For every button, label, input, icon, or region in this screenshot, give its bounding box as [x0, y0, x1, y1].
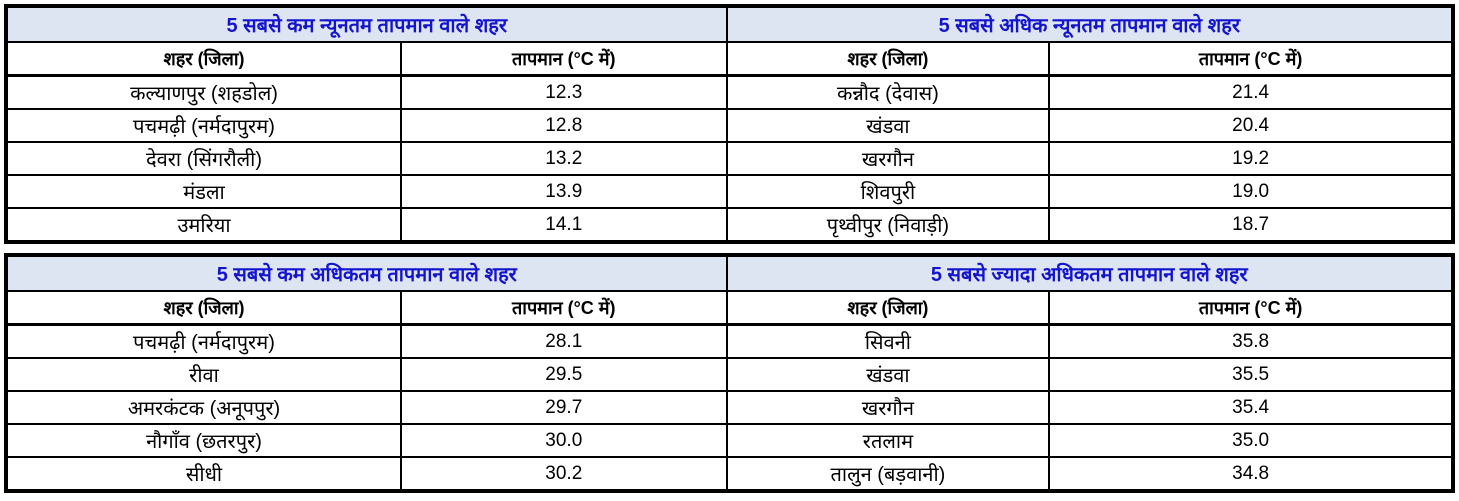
temperature-cell: 18.7: [1048, 207, 1454, 243]
table-row: रीवा 29.5 खंडवा 35.5: [4, 357, 1454, 392]
table-title-highest-min-temp: 5 सबसे अधिक न्यूनतम तापमान वाले शहर: [725, 5, 1455, 43]
city-cell: सिवनी: [725, 323, 1051, 359]
table-row: मंडला 13.9 शिवपुरी 19.0: [4, 174, 1454, 209]
city-cell: पचमढ़ी (नर्मदापुरम): [4, 108, 403, 143]
table-row: सीधी 30.2 तालुन (बड़वानी) 34.8: [4, 456, 1454, 492]
temperature-cell: 28.1: [400, 323, 728, 359]
table-row: अमरकंटक (अनूपपुर) 29.7 खरगौन 35.4: [4, 390, 1454, 425]
column-header-city: शहर (जिला): [4, 41, 403, 77]
column-header-temperature: तापमान (°C में): [1048, 41, 1454, 77]
city-cell: पचमढ़ी (नर्मदापुरम): [4, 323, 403, 359]
city-cell: कल्याणपुर (शहडोल): [4, 74, 403, 110]
table-title-lowest-min-temp: 5 सबसे कम न्यूनतम तापमान वाले शहर: [5, 5, 728, 43]
column-header-temperature: तापमान (°C में): [400, 41, 728, 77]
column-header-temperature: तापमान (°C में): [400, 290, 728, 326]
temperature-cell: 35.8: [1048, 323, 1454, 359]
city-cell: कन्नौद (देवास): [725, 74, 1051, 110]
temperature-cell: 35.5: [1048, 357, 1454, 392]
temperature-cell: 29.7: [400, 390, 728, 425]
table-row: नौगाँव (छतरपुर) 30.0 रतलाम 35.0: [4, 423, 1454, 458]
table-row: देवरा (सिंगरौली) 13.2 खरगौन 19.2: [4, 141, 1454, 176]
city-cell: खरगौन: [725, 390, 1051, 425]
max-temperature-table: 5 सबसे कम अधिकतम तापमान वाले शहर 5 सबसे …: [4, 253, 1455, 493]
temperature-cell: 30.2: [400, 456, 728, 492]
temperature-cell: 34.8: [1048, 456, 1454, 492]
title-row: 5 सबसे कम अधिकतम तापमान वाले शहर 5 सबसे …: [5, 254, 1455, 292]
column-header-city: शहर (जिला): [725, 290, 1051, 326]
temperature-cell: 35.4: [1048, 390, 1454, 425]
temperature-cell: 19.0: [1048, 174, 1454, 209]
city-cell: सीधी: [4, 456, 403, 492]
temperature-cell: 19.2: [1048, 141, 1454, 176]
city-cell: पृथ्वीपुर (निवाड़ी): [725, 207, 1051, 243]
city-cell: उमरिया: [4, 207, 403, 243]
table-row: पचमढ़ी (नर्मदापुरम) 28.1 सिवनी 35.8: [4, 323, 1454, 359]
table-row: पचमढ़ी (नर्मदापुरम) 12.8 खंडवा 20.4: [4, 108, 1454, 143]
temperature-cell: 20.4: [1048, 108, 1454, 143]
table-title-highest-max-temp: 5 सबसे ज्यादा अधिकतम तापमान वाले शहर: [725, 254, 1455, 292]
city-cell: खरगौन: [725, 141, 1051, 176]
column-header-city: शहर (जिला): [725, 41, 1051, 77]
temperature-cell: 13.9: [400, 174, 728, 209]
temperature-cell: 12.8: [400, 108, 728, 143]
column-header-row: शहर (जिला) तापमान (°C में) शहर (जिला) ता…: [4, 290, 1454, 326]
city-cell: शिवपुरी: [725, 174, 1051, 209]
column-header-city: शहर (जिला): [4, 290, 403, 326]
city-cell: नौगाँव (छतरपुर): [4, 423, 403, 458]
temperature-cell: 14.1: [400, 207, 728, 243]
temperature-cell: 35.0: [1048, 423, 1454, 458]
column-header-row: शहर (जिला) तापमान (°C में) शहर (जिला) ता…: [4, 41, 1454, 77]
city-cell: अमरकंटक (अनूपपुर): [4, 390, 403, 425]
city-cell: खंडवा: [725, 108, 1051, 143]
city-cell: देवरा (सिंगरौली): [4, 141, 403, 176]
table-title-lowest-max-temp: 5 सबसे कम अधिकतम तापमान वाले शहर: [5, 254, 728, 292]
temperature-cell: 13.2: [400, 141, 728, 176]
temperature-cell: 30.0: [400, 423, 728, 458]
temperature-cell: 12.3: [400, 74, 728, 110]
min-temperature-table: 5 सबसे कम न्यूनतम तापमान वाले शहर 5 सबसे…: [4, 4, 1455, 244]
city-cell: रीवा: [4, 357, 403, 392]
table-row: उमरिया 14.1 पृथ्वीपुर (निवाड़ी) 18.7: [4, 207, 1454, 243]
city-cell: खंडवा: [725, 357, 1051, 392]
city-cell: मंडला: [4, 174, 403, 209]
temperature-cell: 21.4: [1048, 74, 1454, 110]
city-cell: रतलाम: [725, 423, 1051, 458]
column-header-temperature: तापमान (°C में): [1048, 290, 1454, 326]
temperature-cell: 29.5: [400, 357, 728, 392]
title-row: 5 सबसे कम न्यूनतम तापमान वाले शहर 5 सबसे…: [5, 5, 1455, 43]
city-cell: तालुन (बड़वानी): [725, 456, 1051, 492]
table-row: कल्याणपुर (शहडोल) 12.3 कन्नौद (देवास) 21…: [4, 74, 1454, 110]
